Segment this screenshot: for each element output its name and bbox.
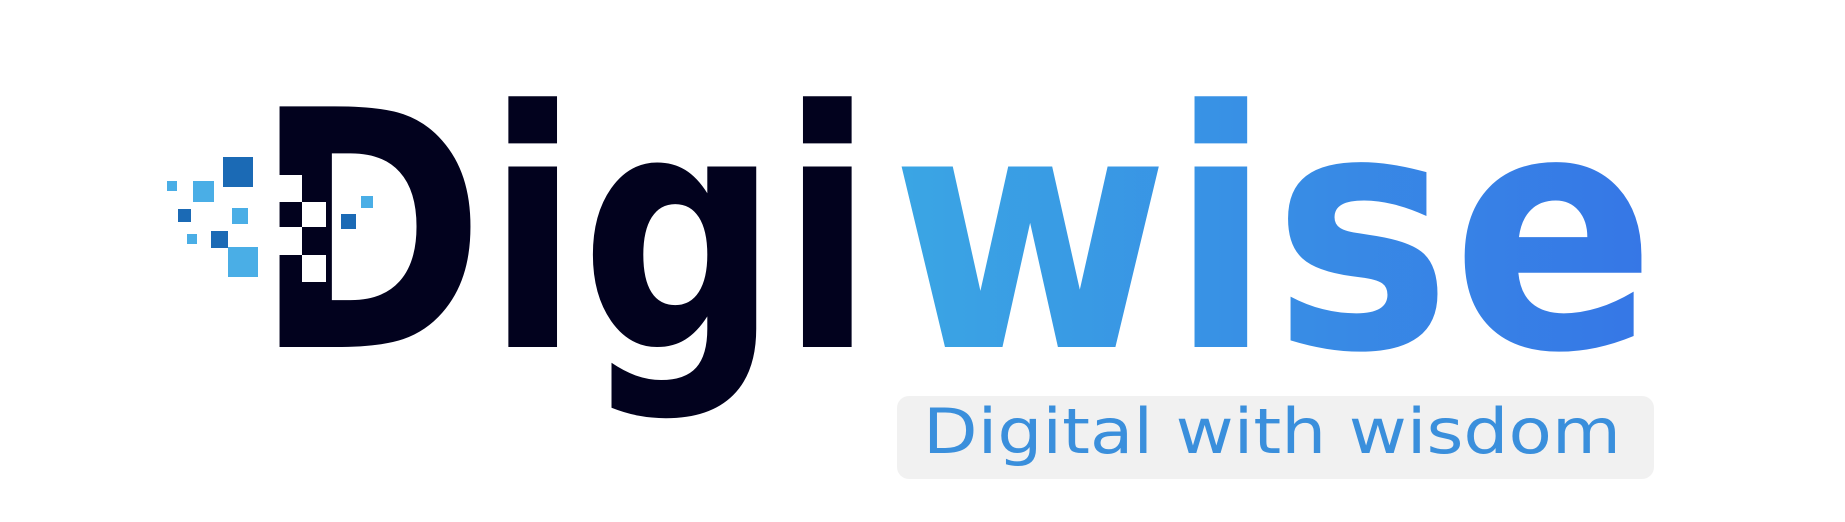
pixel-icon: [167, 157, 373, 277]
pixel-cutout: [271, 175, 326, 282]
logo-light-text: wise: [891, 41, 1656, 425]
tagline-box: [897, 396, 1654, 479]
tagline: Digital with wisdom: [923, 395, 1621, 468]
logo-dark-text: Digi: [254, 41, 875, 425]
